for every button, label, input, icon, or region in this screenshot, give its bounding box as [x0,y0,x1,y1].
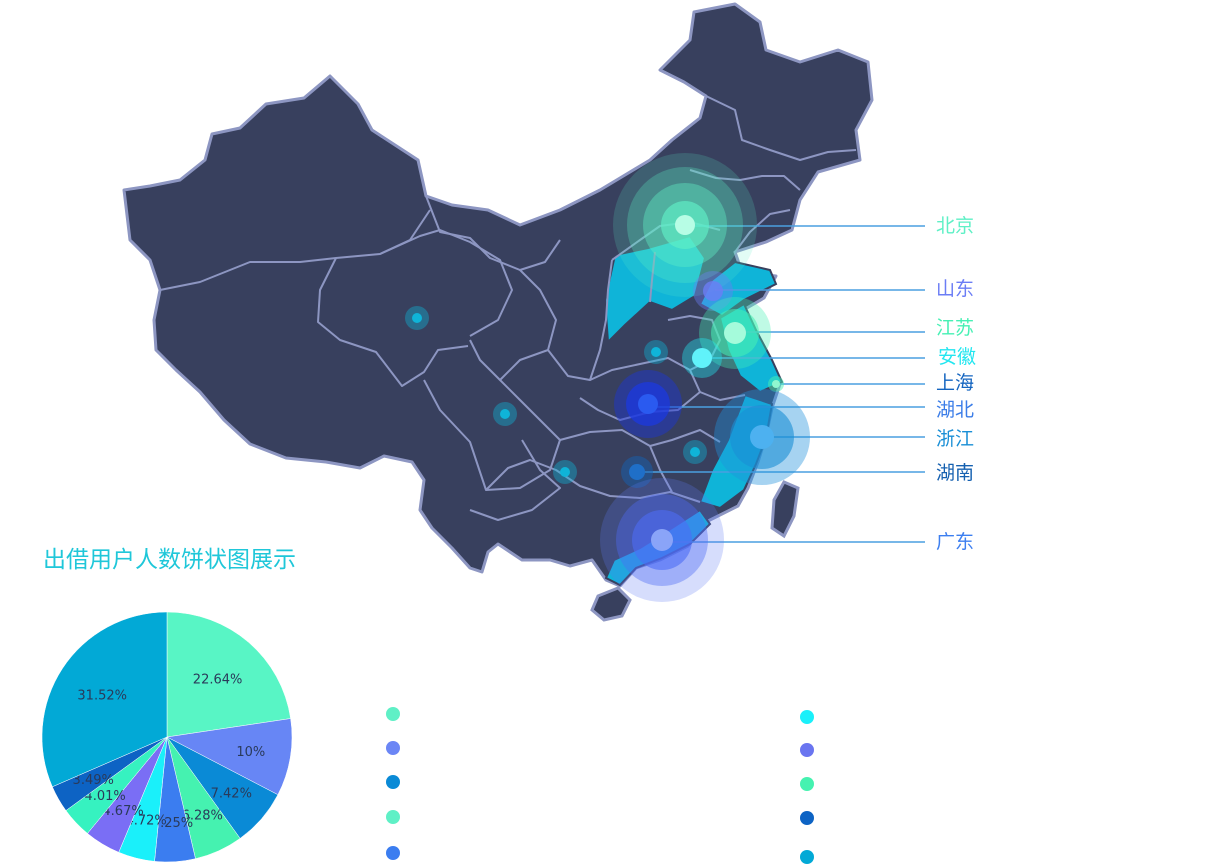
border-sichuan [423,339,561,491]
border-gansu-innermongolia [425,195,561,271]
legend-dot-right-5[interactable] [800,850,814,864]
city-label-hubei[interactable]: 湖北 [936,399,975,421]
pie-slice-label-8: 4.01% [84,789,125,804]
pie-slice-2[interactable] [166,718,293,796]
legend-dot-right-3[interactable] [800,777,814,791]
border-qinghai-gansu [379,229,513,337]
pie-slice-1[interactable] [166,611,291,738]
pie-slice-label-9: 3.49% [73,773,114,788]
bubble-guangdong[interactable] [600,478,724,602]
border-tibet-qinghai [317,257,469,387]
pie-slice-label-1: 22.64% [193,672,243,687]
pie-slice-label-4: 6.28% [182,808,223,823]
city-label-hunan[interactable]: 湖南 [936,462,975,484]
bubble-shandong[interactable] [693,271,733,311]
bubble-sichuan[interactable] [493,402,517,426]
border-northeast-2 [689,169,801,191]
bubble-hubei[interactable] [614,370,682,438]
pie-slice-label-10: 31.52% [77,688,127,703]
leader-lines [638,225,925,543]
border-guizhou [469,439,561,521]
bubble-guizhou[interactable] [553,460,577,484]
bubble-zhejiang[interactable] [714,389,810,485]
hainan-island [590,586,632,622]
legend-dot-right-1[interactable] [800,710,814,724]
legend-dot-right-2[interactable] [800,743,814,757]
city-label-shanghai[interactable]: 上海 [936,372,975,394]
legend-dot-left-5[interactable] [386,846,400,860]
bubble-shanghai[interactable] [768,376,784,392]
legend-dot-left-1[interactable] [386,707,400,721]
bubble-beijing[interactable] [613,153,757,297]
city-label-anhui[interactable]: 安徽 [938,346,977,368]
pie-chart-title: 出借用户人数饼状图展示 [43,547,296,573]
bubble-qinghai[interactable] [405,306,429,330]
legend-dot-left-3[interactable] [386,775,400,789]
border-northeast-3 [734,209,791,253]
bubble-anhui[interactable] [682,338,722,378]
bubble-jiangxi[interactable] [683,440,707,464]
border-north-2 [649,251,656,303]
legend-dot-right-4[interactable] [800,811,814,825]
pie-slice-10[interactable] [41,611,168,788]
province-borders [159,95,857,521]
city-label-beijing[interactable]: 北京 [936,215,975,237]
pie-slice-label-2: 10% [236,745,265,760]
pie-slice-label-3: 7.42% [211,787,252,802]
bubble-hunan[interactable] [621,456,653,488]
border-northeast-1 [705,95,857,161]
bubble-henan[interactable] [644,340,668,364]
border-yunnan-guangxi [485,459,701,503]
city-label-jiangsu[interactable]: 江苏 [936,317,975,339]
border-central-west [499,349,549,381]
china-landmass [122,2,874,588]
pie-slice-label-6: 4.72% [125,813,166,828]
legend-dot-left-4[interactable] [386,810,400,824]
pie-slice-label-5: 5.25% [152,816,193,831]
border-shaanxi [519,259,613,381]
pie-slice-label-7: 4.67% [102,804,143,819]
bubble-jiangsu[interactable] [699,297,771,369]
taiwan-island [770,480,800,539]
border-east-2 [699,391,746,401]
city-label-zhejiang[interactable]: 浙江 [936,428,975,450]
city-label-guangdong[interactable]: 广东 [936,531,975,553]
border-east-3 [649,445,673,493]
legend-dot-left-2[interactable] [386,741,400,755]
pie-chart: 22.64%10%7.42%6.28%5.25%4.72%4.67%4.01%3… [41,611,293,863]
city-label-shandong[interactable]: 山东 [936,278,975,300]
